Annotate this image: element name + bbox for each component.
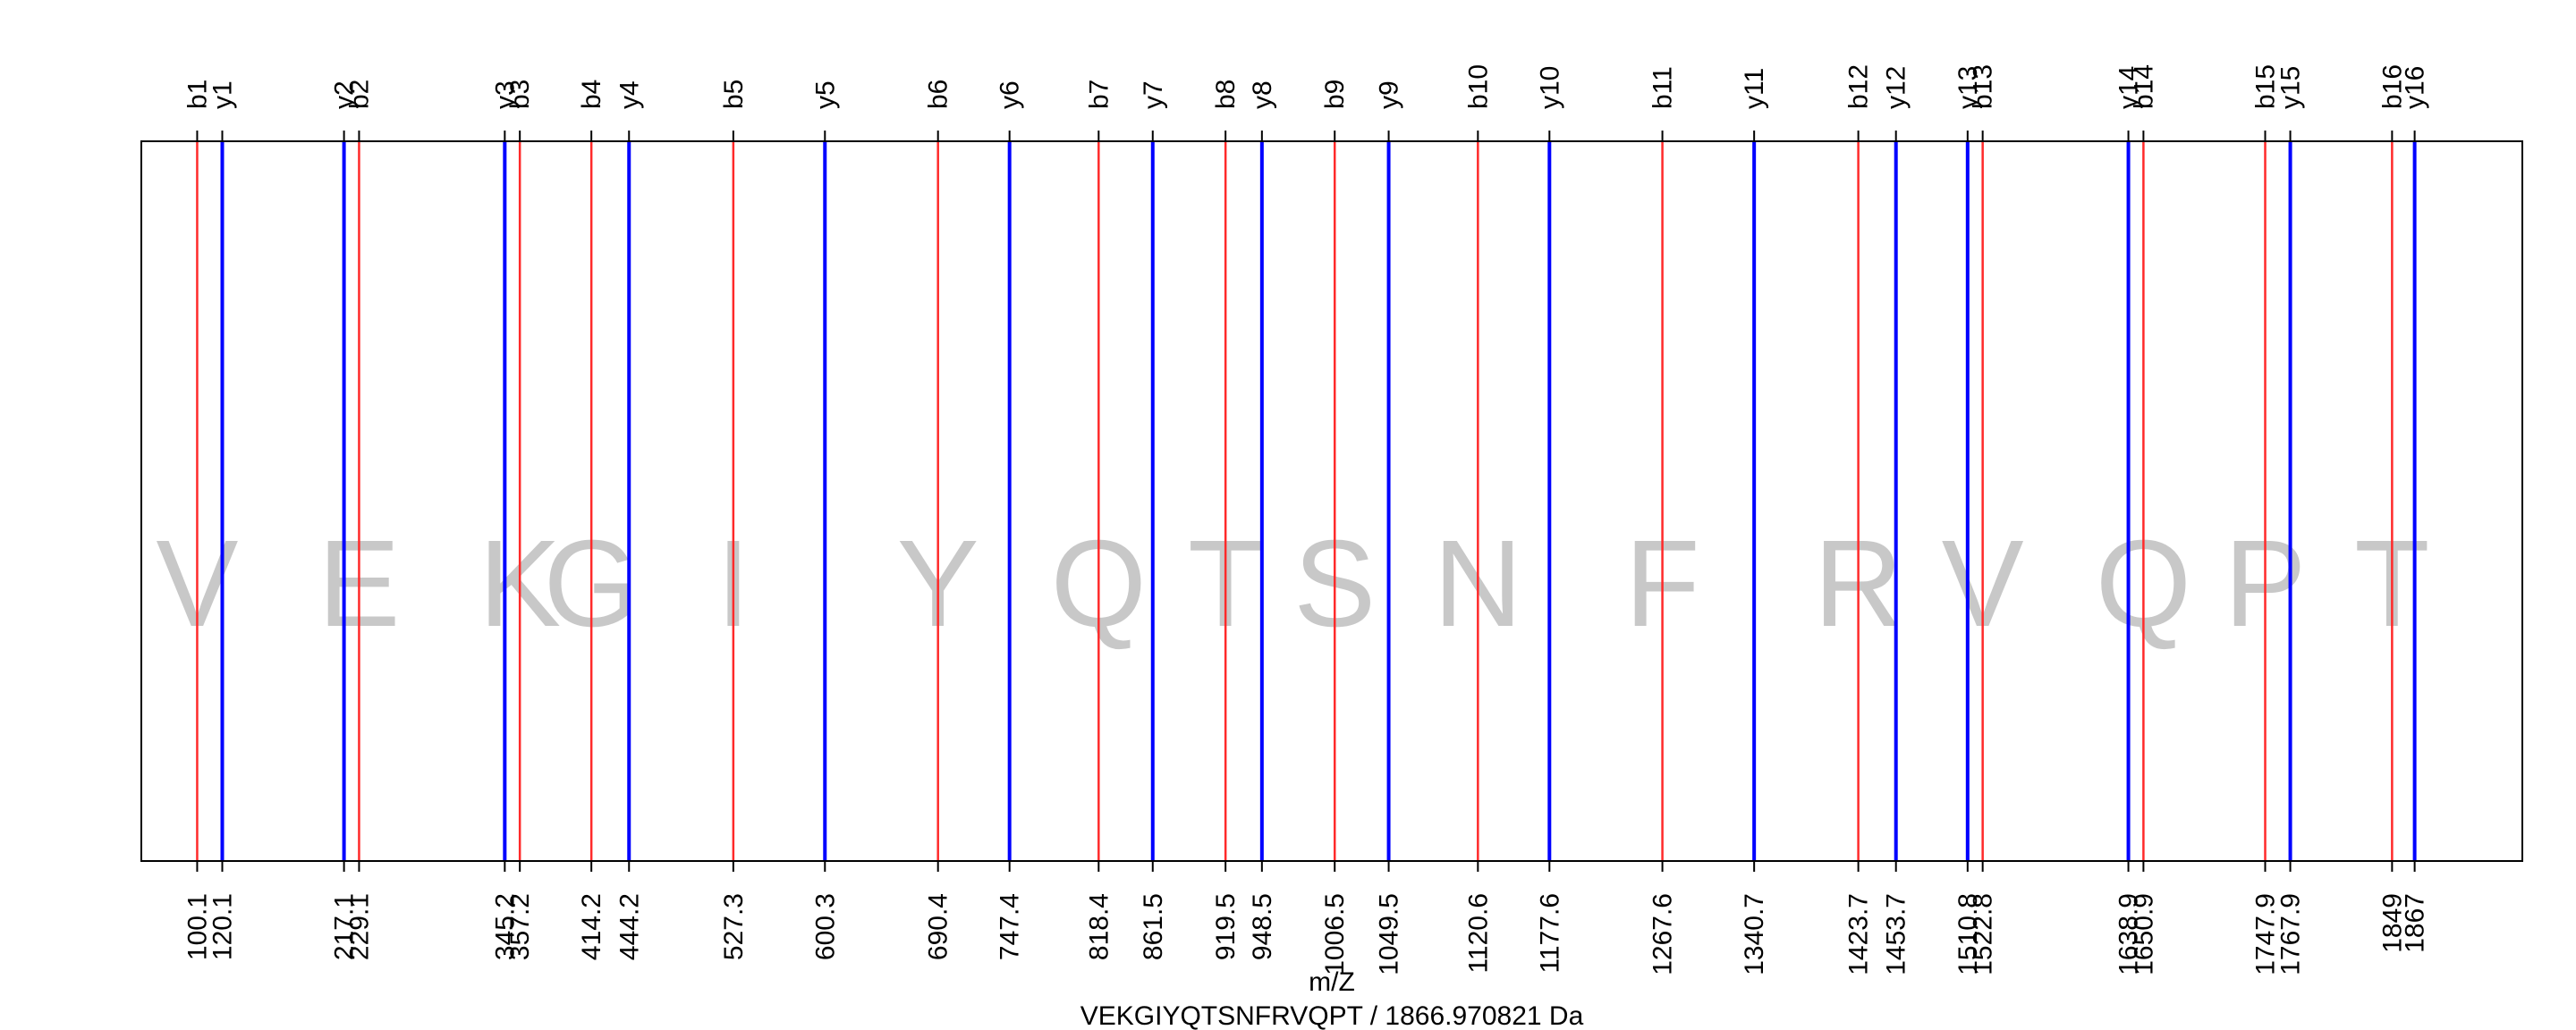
b16-label: b16	[2377, 64, 2407, 109]
y10-mz-label: 1177.6	[1535, 893, 1564, 974]
y9-mz-label: 1049.5	[1375, 893, 1404, 975]
b4-mz-label: 414.2	[577, 893, 606, 960]
b3-label: b3	[505, 80, 535, 109]
b8-label: b8	[1211, 80, 1241, 109]
y13-label: y13	[1953, 66, 1983, 109]
b11-mz-label: 1267.6	[1648, 893, 1678, 975]
y1-label: y1	[208, 80, 238, 109]
b15-mz-label: 1747.9	[2251, 893, 2281, 975]
y12-mz-label: 1453.7	[1882, 893, 1911, 975]
ion-labels: b1 b2 b3 b4 b5 b6 b7 b8 b9 b10 b11 b12 b13 b14 b15 b16y…	[182, 64, 2430, 141]
b1-label: b1	[182, 80, 212, 109]
y7-mz-label: 861.5	[1139, 893, 1168, 960]
b8-mz-label: 919.5	[1211, 893, 1241, 960]
b14-label: b14	[2129, 64, 2158, 109]
y7-label: y7	[1139, 80, 1168, 109]
y5-label: y5	[810, 80, 840, 109]
b6-label: b6	[924, 80, 953, 109]
b9-label: b9	[1320, 80, 1350, 109]
y3-label: y3	[490, 80, 520, 109]
y6-label: y6	[996, 80, 1025, 109]
b6-mz-label: 690.4	[924, 893, 953, 960]
y13-mz-label: 1510.8	[1953, 893, 1983, 975]
b5-label: b5	[719, 80, 749, 109]
mz-tick-labels: 100.1 229.1 357.2 414.2 527.3 690.4 818.4 919.5…	[182, 861, 2430, 975]
b3-mz-label: 357.2	[505, 893, 535, 960]
y15-label: y15	[2276, 66, 2306, 109]
b2-label: b2	[344, 80, 374, 109]
y16-mz-label: 1867	[2401, 893, 2430, 953]
b7-mz-label: 818.4	[1084, 893, 1114, 960]
y9-label: y9	[1375, 80, 1404, 109]
b16-mz-label: 1849	[2377, 893, 2407, 953]
residue-letters: V E KG I Y Q T S N F R V Q P T	[156, 515, 2429, 653]
b14-mz-label: 1650.9	[2129, 893, 2158, 975]
y2-mz-label: 217.1	[330, 893, 360, 960]
b15-label: b15	[2251, 64, 2281, 109]
y4-mz-label: 444.2	[614, 893, 644, 960]
b12-mz-label: 1423.7	[1844, 893, 1874, 975]
b1-mz-label: 100.1	[182, 893, 212, 960]
x-axis-label: m/Z	[1309, 967, 1355, 997]
y4-label: y4	[614, 80, 644, 109]
y1-mz-label: 120.1	[208, 893, 238, 960]
y12-label: y12	[1882, 66, 1911, 109]
b7-label: b7	[1084, 80, 1114, 109]
y11-label: y11	[1740, 68, 1769, 109]
y16-label: y16	[2401, 66, 2430, 109]
ion-lines	[196, 141, 2417, 861]
peptide-subtitle: VEKGIYQTSNFRVQPT / 1866.970821 Da	[1080, 1001, 1584, 1030]
y10-label: y10	[1535, 66, 1564, 109]
y11-mz-label: 1340.7	[1740, 893, 1769, 975]
y2-label: y2	[330, 80, 360, 109]
b9-mz-label: 1006.5	[1320, 893, 1350, 975]
b13-label: b13	[1969, 64, 1998, 109]
y14-label: y14	[2114, 66, 2144, 109]
y8-mz-label: 948.5	[1248, 893, 1277, 960]
y14-mz-label: 1638.9	[2114, 893, 2144, 975]
b10-label: b10	[1463, 64, 1493, 109]
b5-mz-label: 527.3	[719, 893, 749, 960]
plot-frame	[140, 140, 2523, 862]
y6-mz-label: 747.4	[996, 893, 1025, 960]
y15-mz-label: 1767.9	[2276, 893, 2306, 975]
b10-mz-label: 1120.6	[1463, 893, 1493, 974]
y3-mz-label: 345.2	[490, 893, 520, 960]
b13-mz-label: 1522.8	[1969, 893, 1998, 975]
y8-label: y8	[1248, 80, 1277, 109]
b11-label: b11	[1648, 66, 1678, 109]
b4-label: b4	[577, 80, 606, 109]
b2-mz-label: 229.1	[344, 893, 374, 960]
y5-mz-label: 600.3	[810, 893, 840, 960]
b12-label: b12	[1844, 64, 1874, 109]
